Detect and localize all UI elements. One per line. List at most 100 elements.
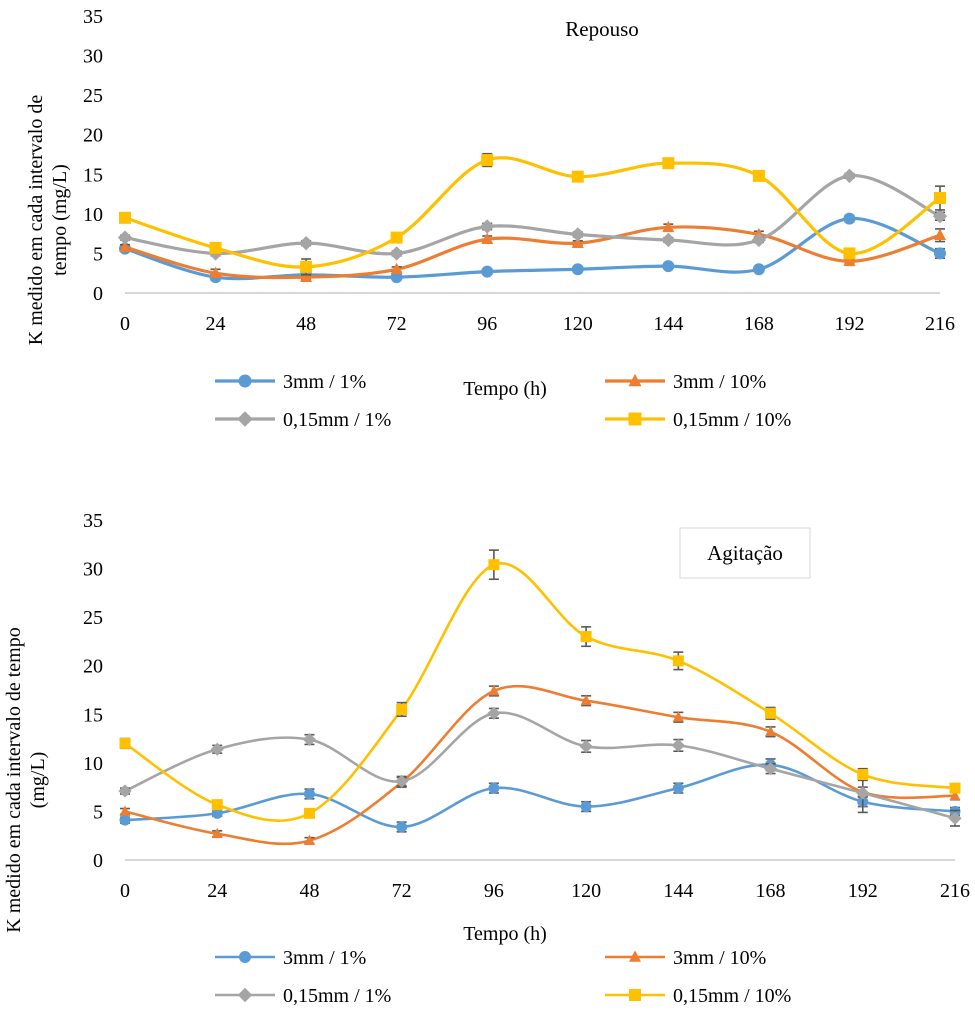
data-point: [119, 805, 131, 816]
data-point: [671, 738, 685, 752]
x-tick-label: 216: [940, 880, 970, 902]
data-point: [396, 703, 408, 715]
data-point: [481, 154, 494, 167]
data-point: [932, 209, 948, 224]
legend-label: 3mm / 1%: [283, 371, 366, 393]
data-point: [119, 211, 131, 224]
x-tick-label: 96: [477, 313, 497, 335]
data-point: [390, 231, 403, 244]
y-tick-label: 35: [83, 6, 103, 28]
series-4: [119, 549, 961, 822]
data-point: [661, 232, 676, 248]
legend-marker: [238, 374, 252, 388]
legend-marker: [239, 951, 251, 963]
data-point: [751, 232, 767, 248]
chart-2: Agitação 0 5 10 15 20 25 30 35 0 24 48 72 96 120 144 168…: [3, 510, 970, 1007]
data-point: [857, 769, 869, 781]
data-point: [303, 807, 315, 819]
x-tick-label: 48: [299, 880, 319, 902]
chart-title: Agitação: [707, 541, 783, 565]
y-tick-label: 5: [93, 801, 103, 823]
x-tick-label: 144: [663, 880, 693, 902]
data-point: [117, 230, 133, 245]
data-point: [843, 212, 856, 225]
data-point: [763, 762, 778, 776]
x-tick-label: 192: [834, 313, 864, 335]
y-tick-label: 35: [83, 510, 103, 532]
legend-label: 3mm / 1%: [283, 947, 366, 969]
legend-entry: 3mm / 10%: [605, 371, 766, 393]
data-point: [843, 247, 856, 260]
x-tick-label: 168: [756, 880, 786, 902]
series-4: [119, 152, 946, 276]
y-tick-label: 0: [93, 283, 103, 305]
data-point: [211, 827, 223, 839]
data-point: [487, 706, 501, 720]
x-tick-label: 0: [120, 880, 130, 902]
data-point: [765, 725, 777, 737]
data-point: [856, 786, 870, 800]
x-tick-label: 192: [848, 880, 878, 902]
y-tick-label: 15: [83, 704, 103, 726]
data-point: [209, 266, 222, 279]
x-tick-label: 120: [571, 880, 601, 902]
data-point: [210, 742, 224, 756]
y-axis-label: K medido em cada intervalo de tempo: [3, 627, 25, 932]
data-point: [119, 814, 131, 826]
data-point: [949, 782, 961, 794]
data-point: [119, 737, 131, 749]
legend-marker: [628, 412, 642, 426]
data-point: [662, 220, 675, 233]
series-line: [124, 561, 956, 822]
x-tick-label: 0: [120, 313, 130, 335]
data-point: [389, 246, 404, 261]
legend-entry: 0,15mm / 10%: [605, 409, 791, 431]
series-3: [117, 168, 948, 261]
series-line: [124, 225, 941, 280]
series-line: [124, 684, 956, 846]
x-tick-label: 216: [925, 313, 955, 335]
data-point: [571, 170, 584, 183]
legend-entry: 3mm / 1%: [215, 371, 366, 393]
x-tick-label: 96: [484, 880, 504, 902]
legend-label: 3mm / 10%: [673, 371, 766, 393]
data-point: [934, 192, 946, 205]
data-point: [209, 241, 222, 254]
y-tick-label: 15: [83, 164, 103, 186]
legend-entry: 0,15mm / 1%: [215, 409, 391, 431]
y-tick-label: 25: [83, 85, 103, 107]
legend-marker: [237, 411, 253, 427]
data-point: [579, 739, 593, 753]
data-point: [300, 270, 313, 282]
y-tick-label: 30: [83, 559, 103, 581]
data-point: [752, 169, 765, 182]
data-point: [571, 236, 584, 248]
series-line: [124, 711, 956, 820]
x-tick-label: 72: [387, 313, 407, 335]
title-box: [679, 527, 811, 579]
y-axis-label: tempo (mg/L): [49, 164, 71, 276]
data-point: [298, 235, 314, 251]
data-point: [119, 240, 131, 252]
chart-title: Repouso: [565, 17, 639, 41]
series-2: [119, 684, 961, 846]
legend-marker: [237, 987, 253, 1003]
series-2: [119, 220, 946, 282]
y-tick-label: 5: [93, 243, 103, 265]
data-point: [570, 227, 585, 242]
y-tick-label: 0: [93, 850, 103, 872]
data-point: [396, 821, 408, 833]
series-3: [118, 706, 962, 827]
data-point: [672, 711, 684, 722]
data-point: [488, 782, 500, 794]
legend-label: 0,15mm / 1%: [283, 985, 391, 1007]
data-point: [843, 254, 856, 267]
data-point: [300, 260, 313, 273]
x-axis-label: Tempo (h): [463, 378, 547, 400]
data-point: [934, 228, 946, 241]
data-point: [949, 789, 961, 801]
data-point: [390, 262, 403, 275]
x-tick-label: 48: [296, 313, 316, 335]
data-point: [580, 631, 592, 643]
